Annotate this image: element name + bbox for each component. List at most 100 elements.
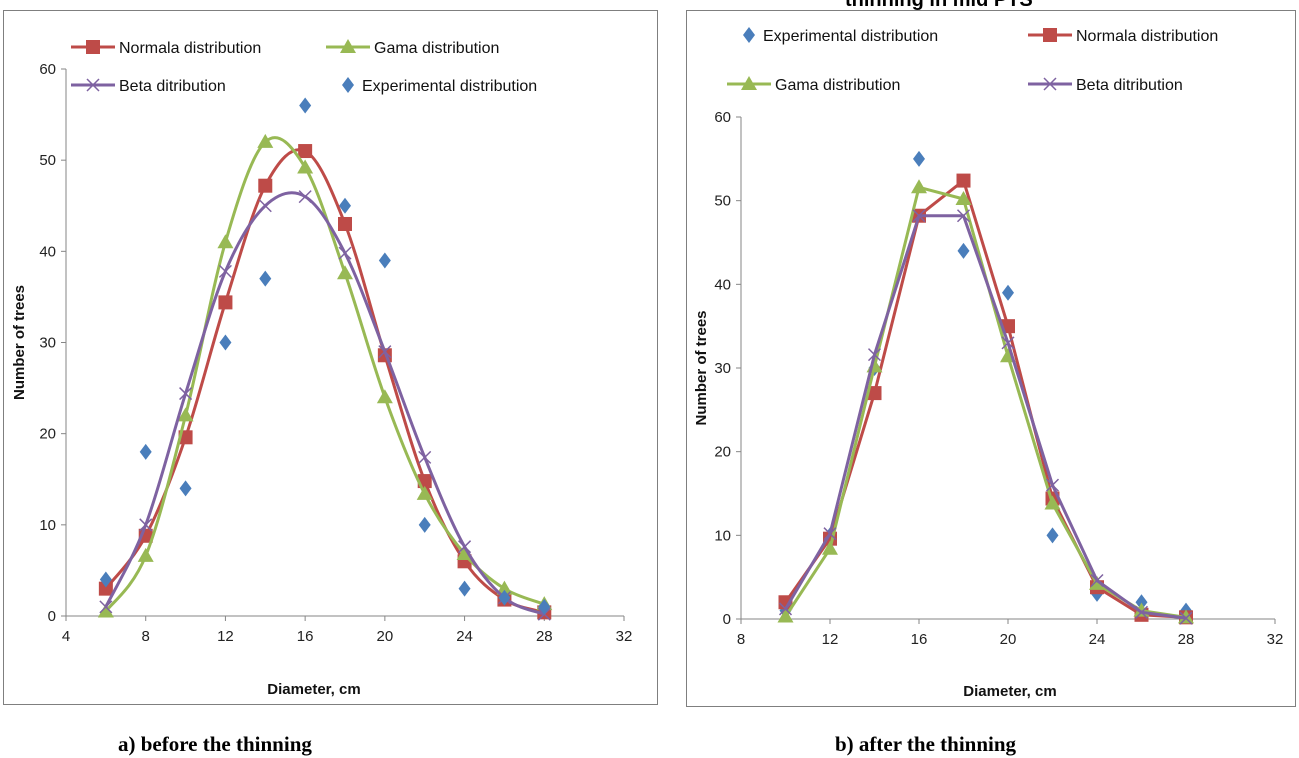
x-tick-label: 4: [62, 628, 70, 645]
data-point-beta: [298, 190, 312, 204]
series-normal: [778, 173, 1193, 625]
x-axis-label: Diameter, cm: [963, 683, 1056, 700]
y-tick-label: 10: [39, 517, 56, 534]
y-tick-label: 50: [39, 152, 56, 169]
y-tick-label: 40: [714, 276, 731, 293]
cut-off-title: thinning in mid PTS: [845, 0, 1033, 11]
data-point-beta: [1001, 336, 1015, 350]
x-tick-label: 28: [536, 628, 553, 645]
y-axis-label: Number of trees: [11, 285, 28, 400]
y-tick-label: 30: [714, 360, 731, 377]
x-tick-label: 28: [1178, 631, 1195, 648]
data-point-beta: [139, 518, 153, 532]
y-tick-label: 20: [39, 426, 56, 443]
y-tick-label: 0: [723, 611, 731, 628]
data-point-gamma: [376, 389, 393, 404]
series-line-beta: [784, 214, 1187, 620]
data-point-beta: [218, 264, 232, 278]
y-tick-label: 10: [714, 527, 731, 544]
x-tick-label: 16: [911, 631, 928, 648]
legend-entry-normal: Normala distribution: [1028, 28, 1218, 45]
data-point-beta: [378, 345, 392, 359]
data-point-beta: [823, 527, 837, 541]
data-point-experimental: [1002, 284, 1014, 301]
data-point-normal: [338, 216, 352, 231]
x-tick-label: 32: [1267, 631, 1284, 648]
data-point-beta: [1045, 478, 1060, 492]
data-point-experimental: [957, 242, 970, 259]
data-point-normal: [258, 178, 273, 193]
data-point-beta: [1134, 605, 1149, 619]
legend-label-normal: Normala distribution: [119, 40, 261, 57]
data-point-experimental: [179, 480, 192, 497]
data-point-experimental: [538, 598, 551, 615]
data-point-gamma: [257, 133, 274, 148]
data-point-beta: [1179, 611, 1193, 625]
data-point-experimental: [458, 580, 471, 597]
legend-marker-experimental: [743, 27, 755, 43]
data-point-normal: [956, 173, 971, 188]
y-tick-label: 20: [714, 444, 731, 461]
legend-marker-beta: [86, 78, 100, 92]
data-point-experimental: [299, 97, 312, 114]
data-point-gamma: [97, 603, 114, 618]
data-point-gamma: [1044, 495, 1061, 510]
series-line-normal: [784, 179, 1187, 619]
data-point-experimental: [913, 150, 925, 167]
data-point-gamma: [1089, 575, 1105, 590]
chart-after-thinning: 0 10 20 30 40 50 60 8 12 16 20 24 28 32 Diameter, cm Nu…: [693, 27, 1284, 700]
data-point-beta: [418, 450, 432, 464]
series-beta: [778, 209, 1193, 625]
legend-marker-normal: [1043, 28, 1057, 42]
chart-before-thinning: 0 10 20 30 40 50 60 4 8 12 16 20 24 28 32 Diameter, cm N…: [11, 39, 633, 698]
data-point-experimental: [219, 334, 232, 351]
y-tick-label: 50: [714, 193, 731, 210]
data-point-normal: [98, 581, 113, 596]
chart-panel-before: 0 10 20 30 40 50 60 4 8 12 16 20 24 28 32 Diameter, cm N…: [3, 10, 658, 705]
data-point-experimental: [339, 197, 351, 214]
series-line-gamma: [104, 136, 545, 613]
x-tick-label: 24: [1089, 631, 1106, 648]
y-tick-label: 40: [39, 243, 56, 260]
y-tick-label: 0: [48, 608, 56, 625]
legend-marker-normal: [86, 40, 100, 54]
y-tick-label: 60: [39, 61, 56, 78]
data-point-gamma: [496, 580, 513, 595]
data-point-beta: [956, 209, 971, 223]
x-tick-label: 24: [456, 628, 473, 645]
data-point-gamma: [456, 546, 473, 561]
data-point-experimental: [99, 571, 112, 588]
chart-panel-after: 0 10 20 30 40 50 60 8 12 16 20 24 28 32 Diameter, cm Nu…: [686, 10, 1296, 707]
data-point-experimental: [1135, 594, 1148, 611]
data-point-gamma: [416, 485, 433, 500]
legend-label-normal: Normala distribution: [1076, 28, 1218, 45]
x-tick-label: 12: [822, 631, 839, 648]
series-gamma: [777, 179, 1194, 624]
data-point-gamma: [1178, 609, 1194, 624]
legend-label-gamma: Gama distribution: [374, 40, 499, 57]
data-point-gamma: [337, 265, 353, 280]
data-point-experimental: [418, 516, 431, 533]
data-point-experimental: [139, 443, 152, 460]
data-point-normal: [298, 144, 313, 159]
data-point-gamma: [777, 608, 794, 623]
legend-marker-beta: [1043, 77, 1057, 91]
legend-entry-beta: Beta ditribution: [1028, 77, 1183, 94]
data-point-beta: [778, 602, 793, 616]
data-point-beta: [338, 246, 352, 260]
legend-entry-beta: Beta ditribution: [71, 78, 226, 95]
y-axis-label: Number of trees: [693, 310, 710, 425]
legend-entry-normal: Normala distribution: [71, 40, 261, 57]
data-point-gamma: [822, 540, 838, 555]
legend-entry-experimental: Experimental distribution: [743, 27, 938, 45]
data-point-gamma: [137, 547, 154, 562]
caption-before: a) before the thinning: [118, 732, 312, 756]
data-point-experimental: [1046, 527, 1059, 544]
data-point-beta: [258, 199, 272, 213]
data-point-experimental: [378, 252, 391, 269]
x-tick-label: 32: [616, 628, 633, 645]
data-point-normal: [867, 386, 882, 401]
series-experimental: [779, 150, 1192, 619]
legend-marker-gamma: [741, 76, 757, 90]
x-tick-label: 16: [297, 628, 314, 645]
